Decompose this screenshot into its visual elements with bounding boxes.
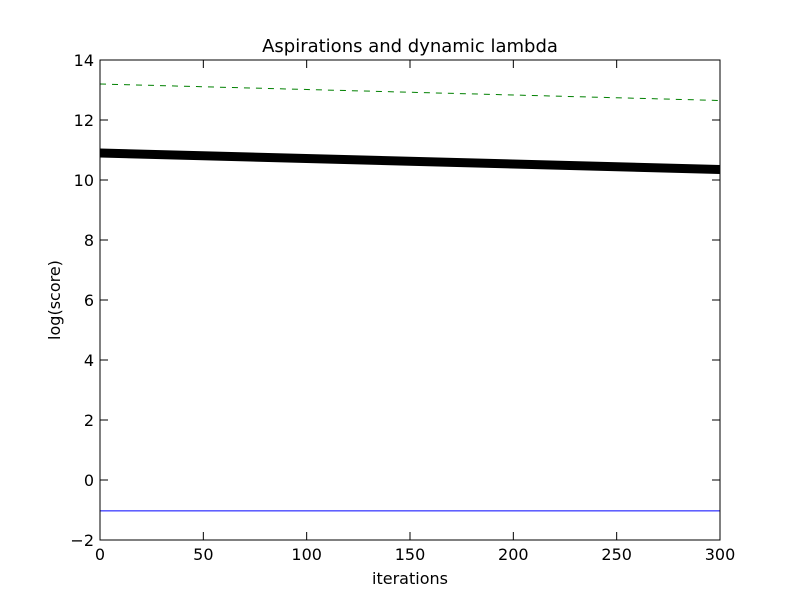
chart-title: Aspirations and dynamic lambda	[262, 36, 558, 57]
y-tick-label: 0	[84, 471, 94, 490]
x-tick-label: 150	[395, 545, 426, 564]
y-tick-label: 14	[74, 51, 94, 70]
y-tick-label: 12	[74, 111, 94, 130]
x-tick-label: 250	[601, 545, 632, 564]
y-tick-label: 8	[84, 231, 94, 250]
series-1-line	[99, 148, 721, 174]
x-axis-title: iterations	[372, 569, 448, 588]
series-layer	[99, 83, 721, 512]
x-tick-label: 100	[291, 545, 322, 564]
y-tick-label: 10	[74, 171, 94, 190]
plot-area	[100, 60, 720, 540]
y-tick-label: 2	[84, 411, 94, 430]
x-tick-label: 200	[498, 545, 529, 564]
series-0-line	[99, 83, 721, 101]
x-tick-label: 300	[705, 545, 736, 564]
y-tick-label: 4	[84, 351, 94, 370]
x-tick-label: 0	[95, 545, 105, 564]
x-tick-label: 50	[193, 545, 213, 564]
y-tick-label: 6	[84, 291, 94, 310]
y-tick-label: −2	[70, 531, 94, 550]
y-axis-title: log(score)	[45, 260, 64, 340]
